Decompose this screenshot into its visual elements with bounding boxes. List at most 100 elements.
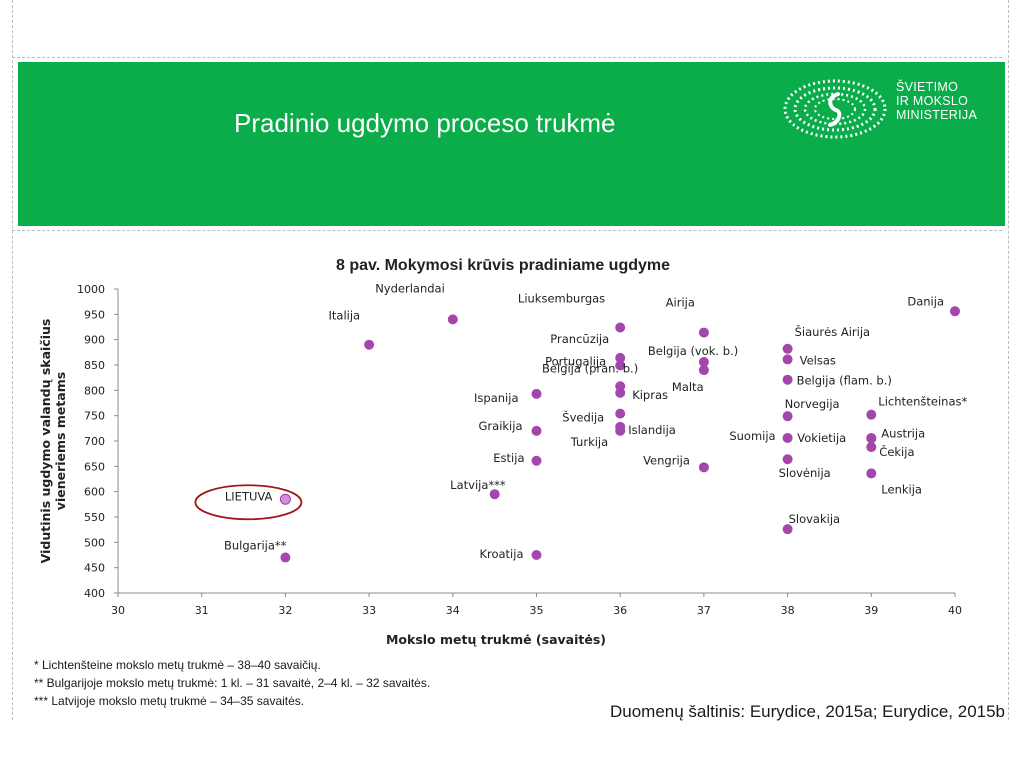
data-point-label: Austrija — [881, 426, 925, 440]
data-point — [531, 425, 542, 436]
y-tick-label: 600 — [84, 486, 105, 499]
data-point — [782, 454, 793, 465]
data-point — [615, 352, 626, 363]
y-tick-label: 450 — [84, 562, 105, 575]
y-tick-label: 900 — [84, 334, 105, 347]
data-point-label: Velsas — [800, 353, 836, 367]
data-point — [489, 489, 500, 500]
chart-title: 8 pav. Mokymosi krūvis pradiniame ugdyme — [336, 257, 670, 274]
data-point-label: Airija — [666, 296, 695, 310]
data-source: Duomenų šaltinis: Eurydice, 2015a; Euryd… — [610, 702, 1006, 721]
data-point — [782, 343, 793, 354]
data-point-label: Danija — [907, 294, 944, 308]
data-point-label: Norvegija — [785, 397, 840, 411]
x-tick-label: 35 — [530, 604, 544, 617]
ministry-line-2: IR MOKSLO — [896, 94, 969, 108]
footnote-2: ** Bulgarijoje mokslo metų trukmė: 1 kl.… — [34, 676, 431, 690]
data-point-label: Estija — [493, 451, 524, 465]
data-point-label: Graikija — [479, 419, 523, 433]
y-tick-label: 550 — [84, 511, 105, 524]
data-point-label: Švedija — [562, 410, 604, 425]
x-tick-label: 32 — [278, 604, 292, 617]
x-tick-label: 38 — [781, 604, 795, 617]
data-point — [782, 524, 793, 535]
data-point-label: Ispanija — [474, 391, 518, 405]
data-point-label: Bulgarija** — [224, 539, 287, 553]
x-tick-label: 36 — [613, 604, 627, 617]
y-tick-label: 800 — [84, 384, 105, 397]
x-tick-label: 33 — [362, 604, 376, 617]
data-point — [615, 387, 626, 398]
ministry-emblem-icon — [783, 79, 887, 139]
ministry-line-1: ŠVIETIMO — [896, 80, 959, 94]
data-point-label: Italija — [329, 309, 361, 323]
ministry-line-3: MINISTERIJA — [896, 108, 978, 122]
footnote-3: *** Latvijoje mokslo metų trukmė – 34–35… — [34, 694, 305, 708]
data-point-label: Suomija — [729, 429, 775, 443]
footnote-1: * Lichtenšteine mokslo metų trukmė – 38–… — [34, 658, 321, 672]
data-point — [782, 432, 793, 443]
data-point-label: Latvija*** — [450, 478, 506, 492]
data-point — [866, 409, 877, 420]
data-point — [782, 411, 793, 422]
y-tick-label: 950 — [84, 308, 105, 321]
y-axis-label: Vidutinis ugdymo valandų skaičius viener… — [38, 319, 68, 564]
x-tick-label: 30 — [111, 604, 125, 617]
data-point — [615, 360, 626, 371]
y-tick-label: 850 — [84, 359, 105, 372]
header-banner — [18, 62, 1005, 226]
x-tick-label: 34 — [446, 604, 460, 617]
data-point — [531, 455, 542, 466]
data-point — [782, 374, 793, 385]
y-axis-label-line-1: Vidutinis ugdymo valandų skaičius — [38, 319, 53, 564]
data-point — [698, 327, 709, 338]
data-point-label: Kroatija — [479, 547, 523, 561]
x-tick-label: 40 — [948, 604, 962, 617]
data-points: Nyderlandai Italija Liuksemburgas Prancūzij… — [194, 281, 967, 563]
data-point-label: Kipras — [632, 388, 668, 402]
data-point — [531, 388, 542, 399]
data-point — [782, 354, 793, 365]
data-point-label: Vokietija — [797, 431, 846, 445]
data-point-lietuva — [279, 493, 291, 505]
data-point-label: Liuksemburgas — [518, 292, 605, 306]
data-point-label: Slovėnija — [779, 466, 831, 480]
data-point — [698, 356, 709, 367]
data-point — [280, 552, 291, 563]
x-axis-label: Mokslo metų trukmė (savaitės) — [386, 632, 606, 647]
y-tick-label: 500 — [84, 536, 105, 549]
data-point-label: Vengrija — [643, 453, 690, 467]
x-tick-label: 39 — [864, 604, 878, 617]
data-point — [950, 306, 960, 317]
slide-title: Pradinio ugdymo proceso trukmė — [234, 108, 616, 138]
highlight-ring — [194, 484, 303, 521]
data-point-label: Lichtenšteinas* — [878, 395, 967, 409]
data-point — [364, 339, 375, 350]
frame-top-line — [12, 57, 1002, 58]
data-point-label: Nyderlandai — [375, 281, 445, 295]
data-point — [615, 322, 626, 333]
data-point-label: Islandija — [628, 423, 676, 437]
y-tick-label: 1000 — [77, 283, 105, 296]
data-point-label: Slovakija — [789, 512, 840, 526]
data-point-label: Turkija — [570, 435, 608, 449]
y-axis-label-line-2: vieneriems metams — [53, 372, 68, 510]
data-point — [531, 550, 542, 560]
data-point-label: Belgija (pran. b.) — [542, 362, 638, 376]
y-tick-label: 650 — [84, 460, 105, 473]
data-point — [866, 442, 877, 453]
data-point-label: Šiaurės Airija — [795, 324, 871, 339]
y-tick-label: 400 — [84, 587, 105, 600]
data-point-label: Portugalija — [545, 354, 606, 368]
data-point-label: Prancūzija — [550, 332, 609, 346]
y-axis-ticks: 400 450 500 550 600 650 700 750 800 850 900 950 1000 — [77, 283, 118, 600]
x-axis-ticks: 30 31 32 33 34 35 36 37 38 39 40 — [111, 593, 962, 617]
data-point — [615, 425, 626, 436]
data-point — [866, 468, 877, 479]
y-tick-label: 750 — [84, 410, 105, 423]
data-point-label: LIETUVA — [225, 489, 273, 503]
data-point — [698, 365, 709, 376]
x-tick-label: 31 — [195, 604, 209, 617]
frame-mid-line — [12, 230, 1002, 231]
